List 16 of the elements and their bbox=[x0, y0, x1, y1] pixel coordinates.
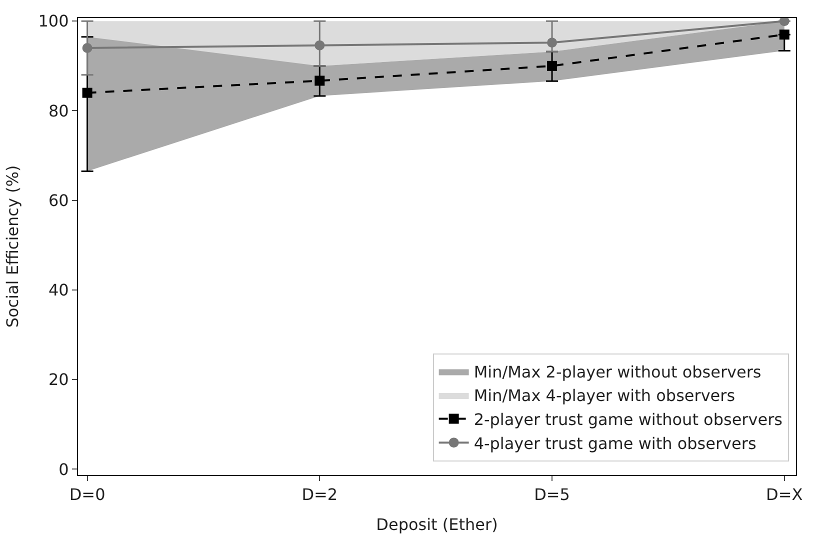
x-tick-label: D=2 bbox=[302, 485, 338, 504]
x-tick-label: D=X bbox=[766, 485, 803, 504]
y-axis-title: Social Efficiency (%) bbox=[3, 165, 22, 328]
y-tick-label: 40 bbox=[48, 280, 69, 300]
legend-label: Min/Max 2-player without observers bbox=[474, 362, 762, 382]
y-tick-label: 20 bbox=[48, 370, 69, 390]
x-tick-label: D=5 bbox=[534, 485, 570, 504]
x-axis-title: Deposit (Ether) bbox=[376, 514, 498, 534]
legend-label: 4-player trust game with observers bbox=[474, 434, 756, 453]
legend-label: Min/Max 4-player with observers bbox=[474, 386, 736, 406]
x-tick-label: D=0 bbox=[69, 485, 106, 504]
legend-label: 2-player trust game without observers bbox=[474, 410, 782, 430]
y-tick-label: 80 bbox=[48, 101, 69, 120]
y-tick-label: 100 bbox=[38, 12, 69, 31]
y-tick-label: 60 bbox=[48, 190, 69, 210]
y-tick-label: 0 bbox=[58, 460, 69, 479]
